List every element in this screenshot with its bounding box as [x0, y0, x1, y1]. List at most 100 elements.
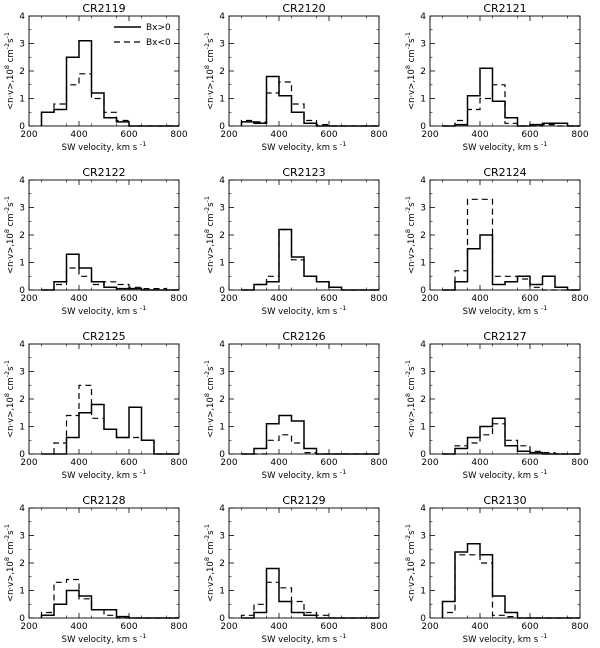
- x-tick-label: 600: [320, 294, 337, 304]
- x-tick-label: 200: [421, 622, 438, 632]
- x-axis-label: SW velocity, km s -1: [463, 140, 548, 153]
- y-axis-label-main: <n·v>,10: [6, 233, 16, 274]
- x-axis-label-exp: -1: [140, 632, 146, 640]
- x-tick-label: 800: [170, 130, 187, 140]
- x-tick-label: 800: [370, 294, 387, 304]
- y-axis-label-tail: s: [206, 530, 216, 535]
- y-tick-label: 0: [219, 614, 225, 624]
- x-tick-label: 600: [120, 458, 137, 468]
- y-axis-label: <n·v>,108 cm-2s-1: [3, 524, 16, 602]
- x-tick-label: 200: [421, 458, 438, 468]
- x-tick-label: 400: [70, 130, 87, 140]
- x-axis-label: SW velocity, km s -1: [262, 468, 347, 481]
- y-tick-label: 1: [19, 587, 25, 597]
- y-tick-label: 0: [420, 614, 426, 624]
- panel-cr2130: CR2130 200 400 600 800 0 1 2 3 4 SW velocity, km s…: [404, 494, 589, 645]
- y-tick-label: 1: [219, 95, 225, 105]
- x-axis-label-exp: -1: [340, 304, 346, 312]
- x-tick-label: 400: [70, 622, 87, 632]
- x-tick-label: 200: [20, 130, 37, 140]
- panel-title: CR2124: [483, 166, 526, 179]
- y-tick-label: 0: [19, 614, 25, 624]
- y-axis-label-unit-exp: -2: [404, 535, 412, 541]
- y-axis-label-exp: 8: [3, 557, 11, 561]
- y-tick-label: 4: [19, 340, 25, 350]
- y-tick-label: 0: [19, 286, 25, 296]
- y-axis-label-main: <n·v>,10: [206, 397, 216, 438]
- panel-cr2121: CR2121 200 400 600 800 0 1 2 3 4 SW velocity, km s…: [404, 2, 589, 153]
- panel-title: CR2123: [282, 166, 325, 179]
- y-axis-label-tail-exp: -1: [3, 360, 11, 366]
- x-axis-label: SW velocity, km s -1: [62, 468, 147, 481]
- x-tick-label: 600: [120, 294, 137, 304]
- series-bx-negative: [40, 578, 179, 619]
- plot-frame: [28, 343, 180, 455]
- series-bx-positive: [240, 75, 379, 127]
- panel-cr2125: CR2125 200 400 600 800 0 1 2 3 4 SW velocity, km s…: [3, 330, 188, 481]
- x-axis-label-exp: -1: [541, 304, 547, 312]
- y-tick-label: 0: [19, 122, 25, 132]
- y-tick-label: 1: [19, 259, 25, 269]
- panel-title: CR2119: [82, 2, 125, 15]
- series-bx-positive: [442, 417, 580, 455]
- plot-frame: [228, 15, 380, 127]
- x-tick-label: 800: [370, 622, 387, 632]
- series-bx-negative: [53, 384, 179, 455]
- y-tick-label: 3: [219, 204, 225, 214]
- x-axis-label: SW velocity, km s -1: [463, 304, 548, 317]
- panel-title: CR2126: [282, 330, 325, 343]
- y-tick-label: 2: [420, 559, 426, 569]
- y-tick-label: 4: [219, 12, 225, 22]
- y-tick-label: 3: [420, 204, 426, 214]
- panel-title: CR2128: [82, 494, 125, 507]
- y-axis-label-unit-exp: -2: [3, 207, 11, 213]
- y-axis-label-tail: s: [407, 202, 417, 207]
- x-tick-label: 200: [220, 294, 237, 304]
- x-axis-label: SW velocity, km s -1: [62, 140, 147, 153]
- x-tick-label: 800: [170, 458, 187, 468]
- y-axis-label-tail: s: [407, 366, 417, 371]
- y-axis-label-tail-exp: -1: [404, 196, 412, 202]
- y-axis-label-unit: cm: [407, 213, 417, 229]
- x-tick-label: 400: [471, 294, 488, 304]
- y-tick-label: 2: [420, 395, 426, 405]
- y-axis-label: <n·v>,108 cm-2s-1: [203, 196, 216, 274]
- x-axis-label-exp: -1: [140, 468, 146, 476]
- y-axis-label-tail: s: [206, 202, 216, 207]
- x-tick-label: 600: [521, 294, 538, 304]
- y-tick-label: 1: [19, 423, 25, 433]
- series-bx-positive: [40, 40, 179, 127]
- y-axis-label-unit-exp: -2: [203, 371, 211, 377]
- y-axis-label-exp: 8: [404, 393, 412, 397]
- y-axis-label: <n·v>,108 cm-2s-1: [404, 360, 417, 438]
- y-axis-label-main: <n·v>,10: [407, 397, 417, 438]
- x-axis-label: SW velocity, km s -1: [463, 468, 548, 481]
- y-tick-label: 4: [219, 340, 225, 350]
- x-tick-label: 800: [370, 458, 387, 468]
- y-axis-label-exp: 8: [404, 557, 412, 561]
- y-axis-label-exp: 8: [203, 65, 211, 69]
- y-tick-label: 0: [420, 450, 426, 460]
- x-axis-label: SW velocity, km s -1: [463, 632, 548, 645]
- panel-title: CR2125: [82, 330, 125, 343]
- y-axis-label-tail: s: [206, 38, 216, 43]
- y-axis-label-exp: 8: [404, 229, 412, 233]
- series-bx-negative: [442, 423, 580, 455]
- y-tick-label: 2: [219, 67, 225, 77]
- y-axis-label-unit-exp: -2: [3, 535, 11, 541]
- y-tick-label: 2: [19, 231, 25, 241]
- y-tick-label: 0: [19, 450, 25, 460]
- x-tick-label: 600: [521, 130, 538, 140]
- y-axis-label-tail-exp: -1: [3, 196, 11, 202]
- y-tick-label: 4: [420, 504, 426, 514]
- y-axis-label-unit: cm: [206, 49, 216, 65]
- x-tick-label: 600: [120, 622, 137, 632]
- y-axis-label-tail-exp: -1: [404, 360, 412, 366]
- series-bx-negative: [442, 198, 580, 291]
- series-bx-positive: [441, 543, 580, 619]
- x-tick-label: 800: [571, 622, 588, 632]
- x-tick-label: 200: [20, 294, 37, 304]
- plot-frame: [228, 507, 380, 619]
- x-axis-label-exp: -1: [541, 140, 547, 148]
